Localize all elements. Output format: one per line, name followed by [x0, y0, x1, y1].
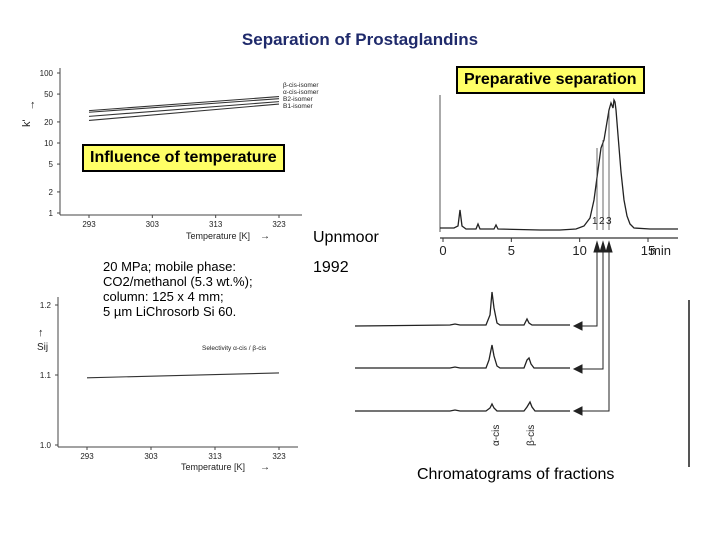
chromatogram-x-tick-label: 10 [572, 243, 586, 258]
peak-label-1: 1 [592, 216, 598, 227]
chart2-x-arrow: → [260, 462, 270, 473]
fraction-trace-3 [355, 400, 570, 412]
preparative-separation-label: Preparative separation [456, 66, 645, 94]
chart1-x-tick-label: 323 [272, 220, 286, 229]
chromatogram-x-tick-label: 15 [641, 243, 655, 258]
page-title: Separation of Prostaglandins [241, 30, 479, 49]
chart1-y-tick-label: 100 [40, 69, 54, 78]
selectivity-chart: 1.0 1.1 1.2 293 303 313 323 Selectivity α-cis… [37, 297, 298, 473]
fraction-arrows [572, 240, 613, 416]
peak-label-2: 2 [599, 216, 605, 227]
chromatogram-x-unit: min [650, 243, 671, 258]
fraction-trace-1 [354, 291, 570, 327]
chromatogram-trace [440, 97, 678, 231]
chart1-series-line [88, 101, 280, 117]
chart1-y-label: k' [21, 119, 33, 127]
chart1-x-tick-label: 303 [146, 220, 160, 229]
alpha-cis-label: α-cis [491, 425, 502, 446]
fractions-caption: Chromatograms of fractions [417, 466, 615, 483]
influence-of-temperature-label: Influence of temperature [82, 144, 285, 172]
chart1-legend-entry: B1-isomer [283, 103, 313, 110]
fraction-trace-2 [355, 344, 570, 369]
chart2-y-tick-label: 1.1 [40, 371, 52, 380]
chart2-y-label: Sij [37, 342, 48, 353]
chart1-y-tick-label: 1 [49, 209, 54, 218]
chart2-y-arrow: ↑ [38, 327, 44, 339]
chart1-legend-entry: α-cis-isomer [283, 89, 319, 96]
chart2-series-line [86, 372, 280, 379]
chart1-y-arrow: ↑ [30, 99, 36, 111]
chart1-y-tick-label: 50 [44, 90, 53, 99]
chart1-y-tick-label: 10 [44, 139, 53, 148]
chart2-x-tick-label: 293 [80, 452, 94, 461]
conditions-line-2: CO2/methanol (5.3 wt.%); [103, 274, 253, 289]
chromatogram-x-tick-label: 0 [439, 243, 446, 258]
year-label: 1992 [313, 259, 349, 276]
beta-cis-label: β-cis [526, 425, 537, 446]
chart1-y-tick-label: 2 [49, 188, 54, 197]
conditions-line-1: 20 MPa; mobile phase: [103, 259, 236, 274]
chart2-series-label: Selectivity α-cis / β-cis [202, 345, 267, 352]
conditions-text: 20 MPa; mobile phase: CO2/methanol (5.3 … [103, 259, 253, 319]
chart1-y-tick-label: 5 [49, 160, 54, 169]
chart1-x-arrow: → [260, 231, 270, 242]
chart1-y-tick-label: 20 [44, 118, 53, 127]
preparative-chromatogram: 0 5 10 15 1 2 3 min [439, 95, 678, 258]
chart1-x-tick-label: 293 [82, 220, 96, 229]
chart1-legend-entry: β-cis-isomer [283, 82, 319, 89]
fraction-chromatograms: α-cis β-cis [354, 240, 690, 467]
chromatogram-x-tick-label: 5 [508, 243, 515, 258]
capacity-factor-chart: 1 2 5 10 20 50 100 293 303 313 323 β-cis-isomerα-… [21, 68, 319, 242]
peak-label-3: 3 [606, 216, 612, 227]
chart2-y-tick-label: 1.0 [40, 441, 52, 450]
conditions-line-3: column: 125 x 4 mm; [103, 289, 224, 304]
chart1-series-line [88, 103, 280, 121]
chart2-x-tick-label: 323 [272, 452, 286, 461]
chart2-x-label: Temperature [K] [181, 462, 245, 472]
author-label: Upnmoor [313, 229, 379, 246]
chart2-x-tick-label: 303 [144, 452, 158, 461]
chart1-series-line [88, 98, 280, 113]
chart1-x-tick-label: 313 [209, 220, 223, 229]
chart2-y-tick-label: 1.2 [40, 301, 52, 310]
chart1-series-line [88, 96, 280, 112]
conditions-line-4: 5 µm LiChrosorb Si 60. [103, 304, 237, 319]
chart1-legend-entry: B2-isomer [283, 96, 313, 103]
chart1-x-label: Temperature [K] [186, 231, 250, 241]
chart2-x-tick-label: 313 [208, 452, 222, 461]
